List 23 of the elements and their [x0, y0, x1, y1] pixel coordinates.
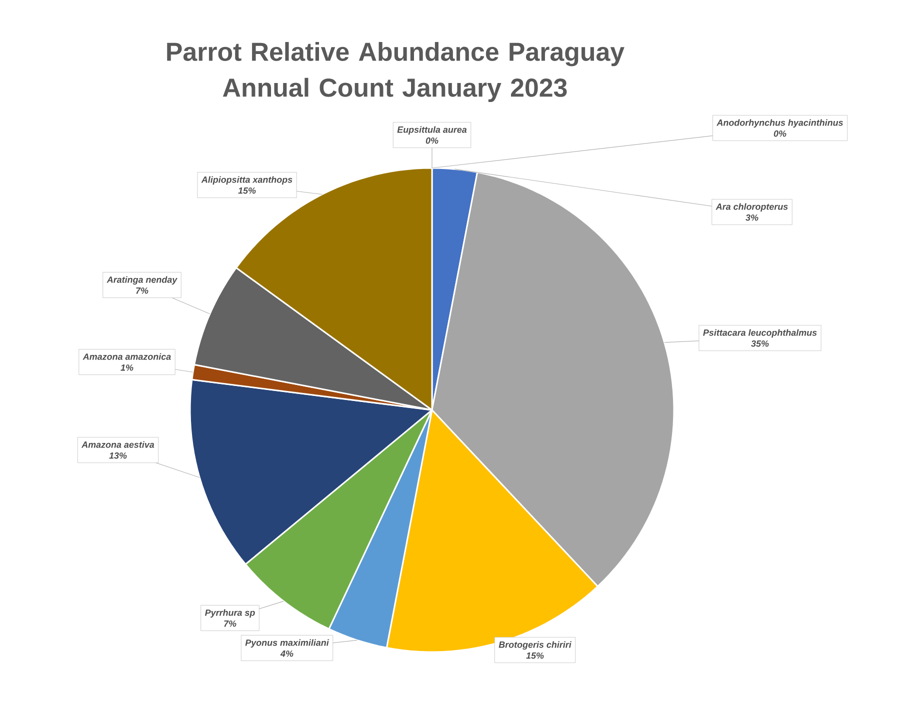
data-label: 4%	[280, 650, 294, 657]
slice-label: Ara chloropterus	[716, 203, 788, 212]
data-label: 15%	[238, 187, 256, 194]
data-label: 15%	[526, 652, 544, 659]
chart-title: Parrot Relative Abundance Paraguay Annual Count January 2023	[167, 42, 624, 102]
data-label: 7%	[224, 620, 236, 627]
category-label: Eupsittula aurea	[397, 126, 467, 135]
data-label: 7%	[136, 287, 148, 294]
slice-label: Brotogeris chiriri	[498, 641, 572, 650]
slice-label: Aratinga nenday	[106, 276, 178, 285]
slice-label: Pyonus maximiliani	[245, 639, 329, 648]
slice-label: Amazona amazonica	[82, 353, 171, 360]
data-label: 3%	[746, 214, 758, 221]
slice-label: Pyrrhura sp	[204, 609, 255, 618]
text: 0%	[774, 130, 786, 137]
data-label: 13%	[109, 452, 127, 459]
data-label: 1%	[120, 364, 134, 371]
data-label: 35%	[751, 340, 769, 347]
category-label: Anodorhynchus hyacinthinus	[716, 119, 843, 128]
slice-label: Amazona aestiva	[81, 441, 154, 448]
text: 0%	[426, 137, 438, 144]
slice-label: Psittacara leucophthalmus	[703, 329, 817, 338]
slice-label: Alipiopsitta xanthops	[201, 176, 292, 185]
